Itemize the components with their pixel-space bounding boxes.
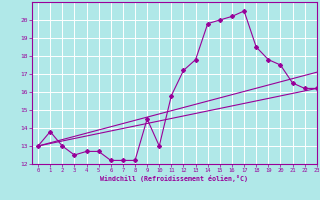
X-axis label: Windchill (Refroidissement éolien,°C): Windchill (Refroidissement éolien,°C) [100,175,248,182]
